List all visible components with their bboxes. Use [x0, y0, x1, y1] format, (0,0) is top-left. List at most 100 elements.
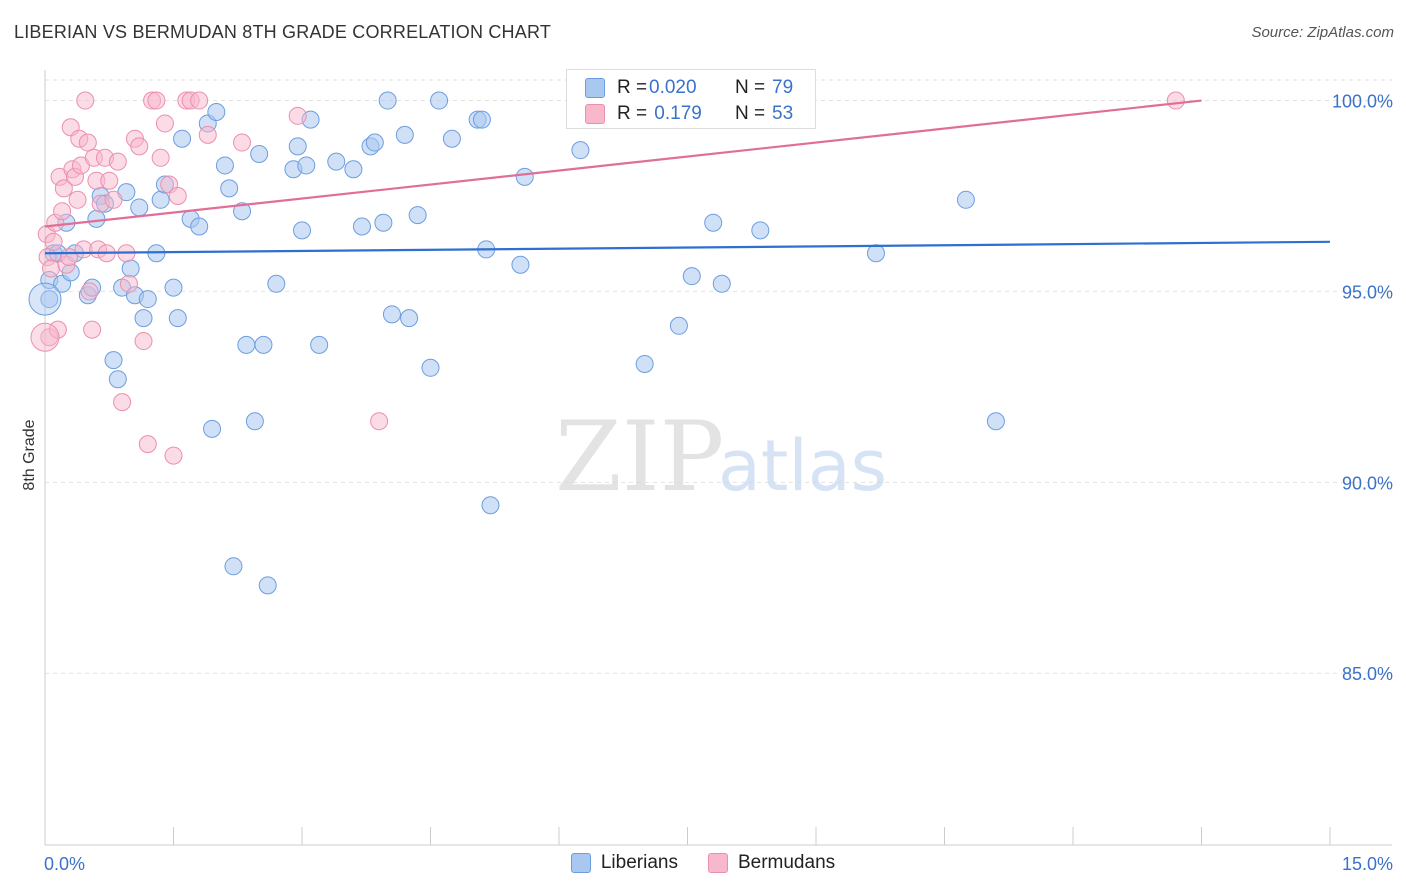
bermudan-point	[41, 259, 60, 278]
liberian-point	[704, 213, 723, 232]
bermudans-points	[30, 91, 1185, 465]
bermudan-point	[198, 125, 217, 144]
legend-swatch-blue	[585, 78, 605, 98]
y-tick-label: 90.0%	[1342, 473, 1393, 493]
series-legend: Liberians Bermudans	[0, 852, 1406, 874]
liberian-point	[378, 91, 397, 110]
liberian-point	[430, 91, 449, 110]
liberian-point	[382, 305, 401, 324]
liberian-point	[395, 125, 414, 144]
axes	[44, 70, 1392, 846]
liberian-point	[751, 221, 770, 240]
bermudan-point	[48, 320, 67, 339]
liberian-point	[571, 141, 590, 160]
legend-n-value: 53	[772, 103, 794, 124]
bermudan-point	[370, 412, 389, 431]
liberian-point	[866, 244, 885, 263]
legend-r-value: 0.179	[649, 103, 702, 124]
legend-label-liberians: Liberians	[600, 852, 678, 873]
legend-r-value: 0.020	[649, 77, 697, 98]
bermudan-point	[138, 435, 157, 454]
liberian-point	[986, 412, 1005, 431]
liberian-point	[108, 370, 127, 389]
liberian-point	[215, 156, 234, 175]
liberian-point	[442, 129, 461, 148]
liberian-point	[956, 190, 975, 209]
liberian-point	[190, 217, 209, 236]
liberian-point	[267, 274, 286, 293]
liberian-point	[87, 209, 106, 228]
legend-n-label: N =	[735, 77, 766, 98]
liberian-point	[220, 179, 239, 198]
bermudan-point	[151, 148, 170, 167]
stats-legend: R = 0.020 N = 79 R = 0.179 N = 53	[566, 69, 816, 129]
bermudan-point	[78, 133, 97, 152]
liberian-point	[245, 412, 264, 431]
liberian-point	[104, 351, 123, 370]
legend-label-bermudans: Bermudans	[737, 852, 836, 873]
bermudan-point	[100, 171, 119, 190]
liberian-point	[168, 309, 187, 328]
legend-n-value: 79	[772, 77, 794, 98]
bermudan-point	[168, 186, 187, 205]
bermudan-point	[130, 137, 149, 156]
tick-labels: 100.0% 95.0% 90.0% 85.0% 0.0% 15.0%	[44, 92, 1393, 874]
liberian-point	[408, 206, 427, 225]
legend-swatch-blue	[570, 853, 591, 873]
liberian-point	[374, 213, 393, 232]
liberian-point	[288, 137, 307, 156]
liberian-point	[138, 290, 157, 309]
bermudan-point	[190, 91, 209, 110]
liberian-point	[258, 576, 277, 595]
watermark-zip: ZIP	[555, 401, 724, 513]
bermudan-point	[147, 91, 166, 110]
bermudan-point	[30, 322, 60, 352]
bermudan-point	[44, 232, 63, 251]
bermudan-point	[53, 202, 72, 221]
trend-lines	[44, 99, 1331, 255]
liberian-point	[682, 267, 701, 286]
liberian-point	[352, 217, 371, 236]
bermudan-point	[54, 179, 73, 198]
bermudan-point	[80, 282, 99, 301]
bermudan-point	[119, 274, 138, 293]
bermudans-trend-line	[44, 99, 1202, 228]
liberian-point	[421, 358, 440, 377]
bermudan-point	[83, 320, 102, 339]
bermudan-point	[134, 332, 153, 351]
liberian-point	[237, 335, 256, 354]
bermudan-point	[68, 190, 87, 209]
legend-row-bermudans: R = 0.179 N = 53	[585, 102, 793, 126]
bermudan-point	[233, 133, 252, 152]
grid-lines	[45, 79, 1392, 674]
liberian-point	[121, 259, 140, 278]
liberian-point	[310, 335, 329, 354]
legend-swatch-pink	[707, 853, 728, 873]
liberian-point	[224, 557, 243, 576]
legend-item-bermudans[interactable]: Bermudans	[707, 852, 836, 874]
bermudan-point	[155, 114, 174, 133]
y-tick-label: 95.0%	[1342, 282, 1393, 302]
liberian-point	[173, 129, 192, 148]
liberian-point	[250, 144, 269, 163]
bermudan-point	[104, 190, 123, 209]
bermudan-point	[1166, 91, 1185, 110]
liberian-point	[130, 198, 149, 217]
liberian-point	[481, 496, 500, 515]
liberian-point	[400, 309, 419, 328]
legend-row-liberians: R = 0.020 N = 79	[585, 76, 793, 100]
liberian-point	[164, 278, 183, 297]
bermudan-point	[108, 152, 127, 171]
liberian-point	[635, 354, 654, 373]
liberian-point	[515, 167, 534, 186]
liberian-point	[151, 190, 170, 209]
liberian-point	[297, 156, 316, 175]
liberian-point	[207, 102, 226, 121]
x-tick-label: 0.0%	[44, 854, 85, 874]
legend-swatch-pink	[585, 104, 605, 124]
legend-item-liberians[interactable]: Liberians	[570, 852, 678, 874]
legend-r-label: R =	[617, 103, 648, 124]
bermudan-point	[113, 393, 132, 412]
